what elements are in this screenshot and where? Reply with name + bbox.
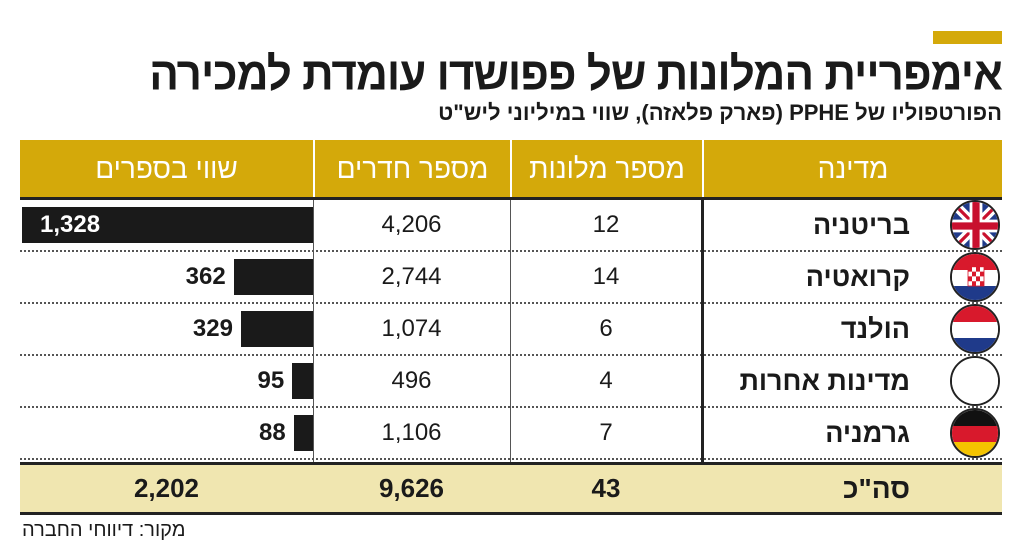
table-row: קרואטיה 14 2,744 362 <box>20 252 1002 304</box>
value-label: 88 <box>259 419 286 446</box>
table-row: הולנד 6 1,074 329 <box>20 304 1002 356</box>
table-row: גרמניה 7 1,106 88 <box>20 408 1002 460</box>
total-label: סה"כ <box>843 473 910 504</box>
room-count: 1,106 <box>381 419 442 446</box>
accent-bar <box>933 31 1002 44</box>
source-note: מקור: דיווחי החברה <box>22 519 186 541</box>
column-divider <box>701 200 704 514</box>
blank-flag-icon <box>950 356 1000 406</box>
total-row: סה"כ 43 9,626 2,202 <box>20 462 1002 515</box>
total-hotels: 43 <box>591 473 621 503</box>
value-label: 362 <box>185 263 226 290</box>
value-bar <box>240 311 313 347</box>
country-name: מדינות אחרות <box>739 366 910 396</box>
value-label: 1,328 <box>40 211 101 238</box>
germany-flag-icon <box>950 408 1000 458</box>
hotel-count: 6 <box>599 315 613 342</box>
country-name: בריטניה <box>812 210 910 240</box>
value-bar <box>292 363 313 399</box>
table-row: בריטניה 12 4,206 1,328 <box>20 200 1002 252</box>
value-label: 95 <box>257 367 285 394</box>
value-bar <box>22 207 313 243</box>
hotel-count: 14 <box>592 263 620 290</box>
header-value: שווי בספרים <box>95 153 238 184</box>
room-count: 2,744 <box>381 263 442 290</box>
table-row: מדינות אחרות 4 496 95 <box>20 356 1002 408</box>
hotel-count: 7 <box>599 419 613 446</box>
total-rooms: 9,626 <box>378 473 445 503</box>
value-bar <box>233 259 313 295</box>
header-country: מדינה <box>702 140 1002 197</box>
page-title: אימפריית המלונות של פפושדו עומדת למכירה <box>149 48 1003 101</box>
header-hotels: מספר מלונות <box>510 140 702 197</box>
value-label: 329 <box>192 315 233 342</box>
room-count: 496 <box>391 367 432 394</box>
room-count: 4,206 <box>381 211 442 238</box>
netherlands-flag-icon <box>950 304 1000 354</box>
country-name: הולנד <box>840 314 910 344</box>
column-divider <box>313 200 314 514</box>
croatia-flag-icon <box>950 252 1000 302</box>
subtitle: הפורטפוליו של PPHE (פארק פלאזה), שווי במ… <box>438 100 1002 125</box>
hotel-count: 4 <box>599 367 613 394</box>
header-rooms: מספר חדרים <box>313 140 510 197</box>
value-bar <box>293 415 313 451</box>
hotel-count: 12 <box>592 211 620 238</box>
total-value: 2,202 <box>133 473 200 503</box>
table-header: מדינה מספר מלונות מספר חדרים שווי בספרים <box>20 140 1002 200</box>
room-count: 1,074 <box>381 315 442 342</box>
country-name: גרמניה <box>825 418 910 448</box>
column-divider <box>510 200 511 514</box>
uk-flag-icon <box>950 200 1000 250</box>
country-name: קרואטיה <box>805 262 910 292</box>
